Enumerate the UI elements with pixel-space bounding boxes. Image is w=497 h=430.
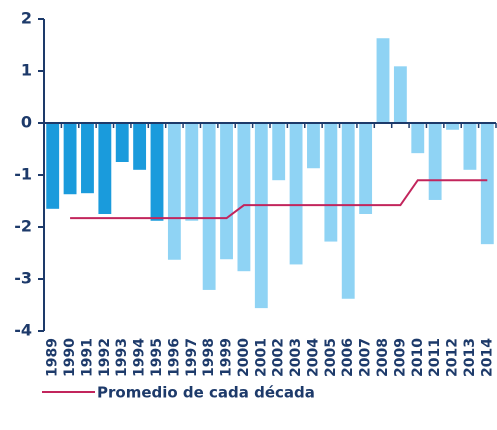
x-tick-label: 1995 (149, 338, 165, 377)
bar (341, 123, 355, 299)
x-tick-label: 1996 (166, 338, 182, 377)
y-tick-label: -2 (14, 217, 32, 236)
y-tick-label: -4 (14, 321, 32, 340)
x-tick-label: 2000 (236, 338, 252, 377)
bar (98, 123, 112, 214)
bar (324, 123, 338, 242)
bar (81, 123, 94, 194)
y-tick-label: 2 (21, 9, 32, 28)
x-tick-label: 2010 (410, 338, 426, 377)
bar (133, 123, 147, 170)
bar (254, 123, 268, 309)
bar (307, 123, 320, 169)
x-tick-label: 1989 (45, 338, 61, 377)
bar (46, 123, 60, 209)
bar (272, 123, 286, 181)
x-tick-label: 1998 (201, 338, 217, 377)
bar (167, 123, 181, 260)
bar (202, 123, 216, 290)
x-tick-label: 2011 (427, 338, 443, 377)
x-tick-label: 1999 (219, 338, 235, 377)
x-tick-label: 1997 (184, 338, 200, 377)
bar (359, 123, 373, 214)
bar (115, 123, 129, 162)
bar (63, 123, 77, 195)
bar (428, 123, 442, 200)
x-tick-label: 2009 (392, 338, 408, 377)
bar (463, 123, 477, 170)
bar (150, 123, 164, 221)
y-tick-label: 0 (21, 113, 32, 132)
x-tick-label: 1992 (97, 338, 113, 377)
x-tick-label: 2003 (288, 338, 304, 377)
bar (185, 123, 199, 221)
y-tick-label: 1 (21, 61, 32, 80)
bar (289, 123, 303, 265)
y-tick-label: -1 (14, 165, 32, 184)
x-tick-label: 1993 (114, 338, 130, 377)
x-tick-label: 2004 (305, 338, 321, 377)
x-tick-label: 2014 (479, 338, 495, 377)
average-line (70, 179, 488, 220)
bar (393, 66, 407, 123)
bar (376, 38, 390, 123)
x-tick-label: 1994 (132, 338, 148, 377)
x-tick-label: 2001 (253, 338, 269, 377)
x-tick-label: 2007 (358, 338, 374, 377)
bar (480, 123, 494, 245)
x-tick-label: 2013 (462, 338, 478, 377)
x-tick-label: 2008 (375, 338, 391, 377)
legend-label: Promedio de cada década (97, 384, 315, 402)
x-tick-label: 2005 (323, 338, 339, 377)
bar (411, 123, 425, 154)
bar (446, 123, 459, 130)
x-tick-label: 2012 (445, 338, 461, 377)
x-tick-label: 2002 (271, 338, 287, 377)
y-tick-label: -3 (14, 269, 32, 288)
bar (237, 123, 251, 272)
bar (220, 123, 233, 260)
x-tick-label: 1990 (62, 338, 78, 377)
x-tick-label: 1991 (79, 338, 95, 377)
x-tick-label: 2006 (340, 338, 356, 377)
